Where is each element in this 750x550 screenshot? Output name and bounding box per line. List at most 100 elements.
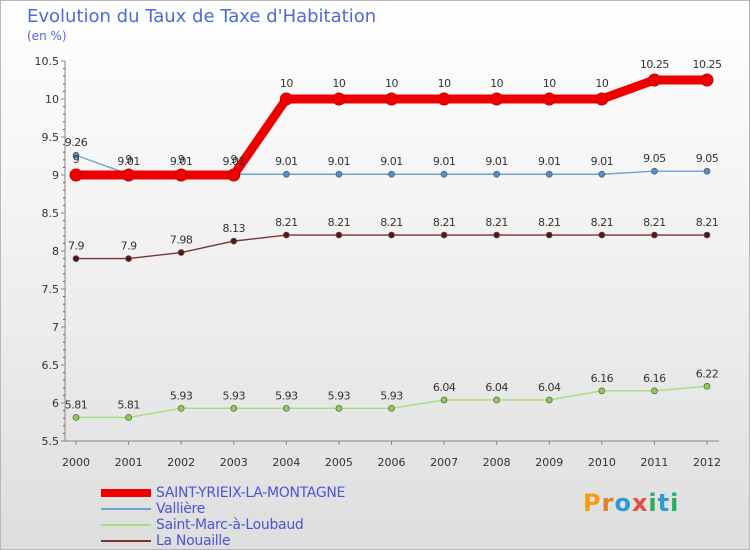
data-label-0: 10.25 bbox=[693, 58, 722, 71]
series-point-2 bbox=[282, 404, 290, 412]
data-label-1: 9.26 bbox=[65, 136, 88, 149]
series-point-2 bbox=[545, 396, 553, 404]
series-point-2 bbox=[703, 382, 711, 390]
x-tick-label: 2002 bbox=[167, 456, 195, 469]
data-label-3: 8.21 bbox=[380, 216, 403, 229]
y-tick-label: 9 bbox=[52, 169, 59, 182]
series-point-0 bbox=[174, 168, 188, 182]
series-point-2 bbox=[388, 404, 395, 412]
legend-swatch-saint-yrieix bbox=[101, 489, 151, 497]
y-tick-label: 10.5 bbox=[35, 55, 60, 68]
data-label-1: 9.01 bbox=[380, 155, 403, 168]
series-point-1 bbox=[388, 170, 395, 178]
series-point-2 bbox=[598, 387, 606, 395]
x-tick-label: 2001 bbox=[115, 456, 143, 469]
series-point-0 bbox=[279, 92, 293, 106]
series-point-3 bbox=[388, 231, 395, 239]
data-label-0: 10 bbox=[543, 77, 556, 90]
x-tick-label: 2007 bbox=[430, 456, 458, 469]
series-point-1 bbox=[545, 170, 553, 178]
data-label-3: 8.21 bbox=[591, 216, 614, 229]
series-point-3 bbox=[230, 237, 238, 245]
x-tick-label: 2006 bbox=[378, 456, 406, 469]
legend-label-la-nouaille: La Nouaille bbox=[156, 533, 231, 549]
y-tick-label: 5.5 bbox=[42, 435, 60, 448]
series-point-1 bbox=[598, 170, 606, 178]
data-label-3: 8.21 bbox=[328, 216, 351, 229]
legend-item-saint-yrieix: SAINT-YRIEIX-LA-MONTAGNE bbox=[101, 485, 345, 501]
x-tick-label: 2012 bbox=[693, 456, 721, 469]
data-label-2: 5.81 bbox=[65, 398, 88, 411]
data-label-1: 9.05 bbox=[643, 152, 666, 165]
series-point-1 bbox=[703, 167, 711, 175]
series-point-2 bbox=[651, 387, 658, 395]
data-label-3: 8.21 bbox=[696, 216, 719, 229]
y-tick-label: 8 bbox=[52, 245, 59, 258]
series-point-2 bbox=[440, 396, 448, 404]
legend-swatch-saint-marc bbox=[101, 524, 151, 526]
series-point-2 bbox=[177, 404, 185, 412]
y-tick-label: 10 bbox=[45, 93, 59, 106]
data-label-2: 5.81 bbox=[117, 398, 140, 411]
series-point-0 bbox=[542, 92, 556, 106]
data-label-1: 9.01 bbox=[485, 155, 508, 168]
x-tick-label: 2010 bbox=[588, 456, 616, 469]
data-label-0: 10 bbox=[332, 77, 345, 90]
series-point-2 bbox=[72, 414, 80, 421]
data-label-3: 8.21 bbox=[643, 216, 666, 229]
series-point-3 bbox=[493, 231, 501, 239]
data-label-0: 10 bbox=[385, 77, 398, 90]
chart-title: Evolution du Taux de Taxe d'Habitation bbox=[27, 6, 377, 27]
series-point-2 bbox=[493, 396, 501, 404]
data-label-1: 9.01 bbox=[538, 155, 561, 168]
data-label-2: 5.93 bbox=[275, 389, 298, 402]
series-point-3 bbox=[125, 255, 132, 262]
data-label-0: 9 bbox=[178, 153, 185, 166]
series-point-3 bbox=[651, 231, 658, 239]
series-point-0 bbox=[332, 92, 346, 106]
data-label-0: 9 bbox=[125, 153, 132, 166]
data-label-1: 9.01 bbox=[170, 155, 193, 168]
series-point-3 bbox=[177, 249, 185, 256]
data-label-2: 6.04 bbox=[485, 381, 508, 394]
series-point-0 bbox=[227, 168, 241, 182]
chart-subtitle: (en %) bbox=[27, 29, 67, 43]
series-point-0 bbox=[595, 92, 609, 106]
series-point-0 bbox=[69, 168, 83, 182]
data-label-3: 7.9 bbox=[68, 240, 84, 253]
series-point-1 bbox=[493, 170, 501, 178]
data-label-2: 6.16 bbox=[591, 372, 614, 385]
x-tick-label: 2009 bbox=[535, 456, 563, 469]
data-label-0: 10 bbox=[438, 77, 451, 90]
series-point-1 bbox=[651, 167, 658, 175]
data-label-3: 8.21 bbox=[433, 216, 456, 229]
series-point-2 bbox=[335, 404, 343, 412]
x-tick-label: 2004 bbox=[272, 456, 300, 469]
legend-swatch-valliere bbox=[101, 508, 151, 510]
series-point-3 bbox=[72, 255, 80, 262]
legend-swatch-la-nouaille bbox=[101, 540, 151, 542]
data-label-3: 8.21 bbox=[275, 216, 298, 229]
series-point-0 bbox=[700, 73, 714, 87]
data-label-0: 9 bbox=[231, 153, 238, 166]
series-point-0 bbox=[385, 92, 398, 106]
proxiti-logo: Proxiti bbox=[583, 489, 680, 517]
data-label-0: 9 bbox=[73, 153, 80, 166]
series-point-0 bbox=[437, 92, 451, 106]
data-label-3: 8.21 bbox=[485, 216, 508, 229]
data-label-2: 6.04 bbox=[433, 381, 456, 394]
data-label-3: 7.98 bbox=[170, 234, 193, 247]
data-label-2: 6.04 bbox=[538, 381, 561, 394]
legend: SAINT-YRIEIX-LA-MONTAGNE Vallière Saint-… bbox=[101, 485, 345, 549]
data-label-0: 10 bbox=[490, 77, 503, 90]
series-point-2 bbox=[125, 414, 132, 421]
data-label-0: 10 bbox=[280, 77, 293, 90]
data-label-2: 5.93 bbox=[170, 389, 193, 402]
y-tick-label: 9.5 bbox=[42, 131, 60, 144]
data-label-2: 6.16 bbox=[643, 372, 666, 385]
series-point-0 bbox=[490, 92, 504, 106]
data-label-2: 5.93 bbox=[328, 389, 351, 402]
data-label-1: 9.05 bbox=[696, 152, 719, 165]
series-point-3 bbox=[335, 231, 343, 239]
